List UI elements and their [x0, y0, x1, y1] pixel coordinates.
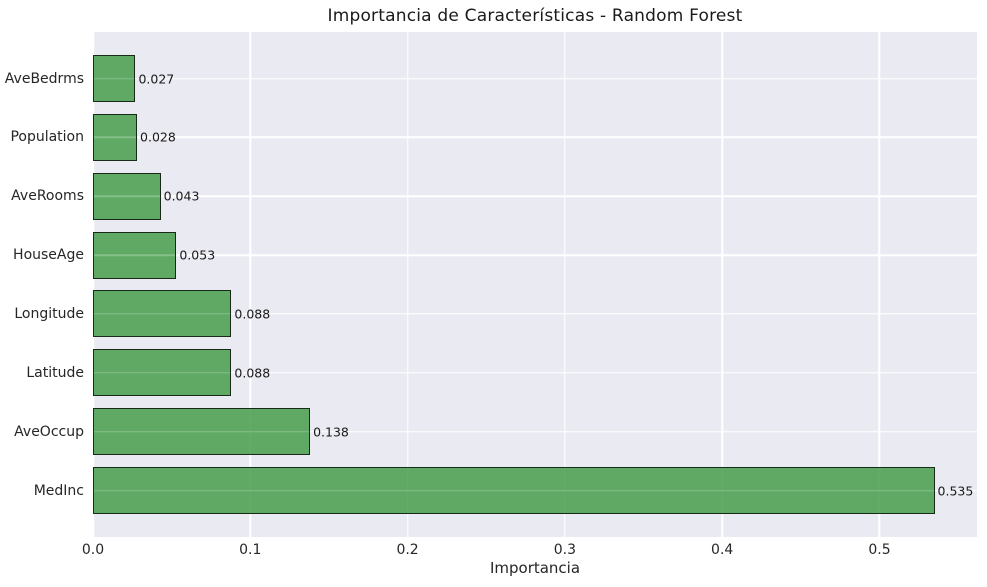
- bar-gridline-overlay: [94, 195, 160, 197]
- bar-value-label: 0.043: [163, 188, 200, 204]
- gridline-horizontal: [93, 254, 977, 256]
- ytick-label-avebedrms: AveBedrms: [4, 70, 84, 87]
- gridline-horizontal: [93, 195, 977, 197]
- ytick-label-aveoccup: AveOccup: [14, 423, 84, 440]
- xtick-label-0.0: 0.0: [81, 542, 105, 558]
- xtick-label-0.5: 0.5: [868, 542, 891, 558]
- bar-value-label: 0.535: [937, 483, 974, 498]
- ytick-label-longitude: Longitude: [14, 305, 84, 322]
- ytick-label-averooms: AveRooms: [11, 188, 84, 205]
- gridline-horizontal: [93, 430, 977, 433]
- xtick-label-0.2: 0.2: [396, 542, 419, 558]
- bar-population: [93, 113, 138, 161]
- ytick-label-medinc: MedInc: [33, 482, 84, 499]
- bar-medinc: [93, 467, 935, 514]
- bar-avebedrms: [93, 55, 136, 102]
- bar-value-label: 0.088: [234, 306, 271, 322]
- bar-value-label: 0.053: [179, 247, 216, 263]
- ytick-label-houseage: HouseAge: [13, 247, 84, 264]
- gridline-vertical: [564, 32, 566, 537]
- x-axis-label: Importancia: [489, 559, 581, 577]
- gridline-horizontal: [93, 313, 977, 315]
- gridline-vertical: [249, 32, 252, 537]
- bar-gridline-overlay: [94, 489, 934, 492]
- bar-value-label: 0.138: [313, 424, 349, 440]
- gridline-vertical: [878, 32, 881, 537]
- gridline-vertical: [721, 32, 723, 537]
- bar-houseage: [93, 231, 177, 279]
- bar-gridline-overlay: [94, 313, 231, 315]
- xtick-label-0.4: 0.4: [711, 542, 734, 558]
- xtick-label-0.3: 0.3: [553, 542, 577, 558]
- gridline-vertical: [406, 32, 409, 537]
- bar-gridline-overlay: [94, 77, 135, 80]
- bar-gridline-overlay: [94, 254, 176, 256]
- chart-title: Importancia de Características - Random …: [327, 6, 743, 26]
- gridline-horizontal: [93, 372, 977, 374]
- bar-value-label: 0.027: [138, 71, 175, 86]
- bar-aveoccup: [93, 408, 311, 456]
- ytick-label-population: Population: [10, 129, 84, 146]
- bar-gridline-overlay: [94, 430, 310, 433]
- bar-gridline-overlay: [94, 372, 231, 374]
- bar-latitude: [93, 349, 232, 397]
- gridline-horizontal: [93, 136, 977, 139]
- gridline-vertical: [92, 32, 94, 537]
- bar-averooms: [93, 172, 161, 220]
- bar-value-label: 0.088: [234, 365, 271, 381]
- xtick-label-0.1: 0.1: [239, 542, 262, 558]
- bar-gridline-overlay: [94, 136, 137, 139]
- bar-longitude: [93, 290, 232, 338]
- gridline-horizontal: [93, 77, 977, 80]
- ytick-label-latitude: Latitude: [26, 364, 84, 381]
- bar-value-label: 0.028: [140, 129, 176, 145]
- plot-area: 0.027 0.028 0.043 0.053 0.088 0.088 0.138 0.535: [92, 32, 977, 537]
